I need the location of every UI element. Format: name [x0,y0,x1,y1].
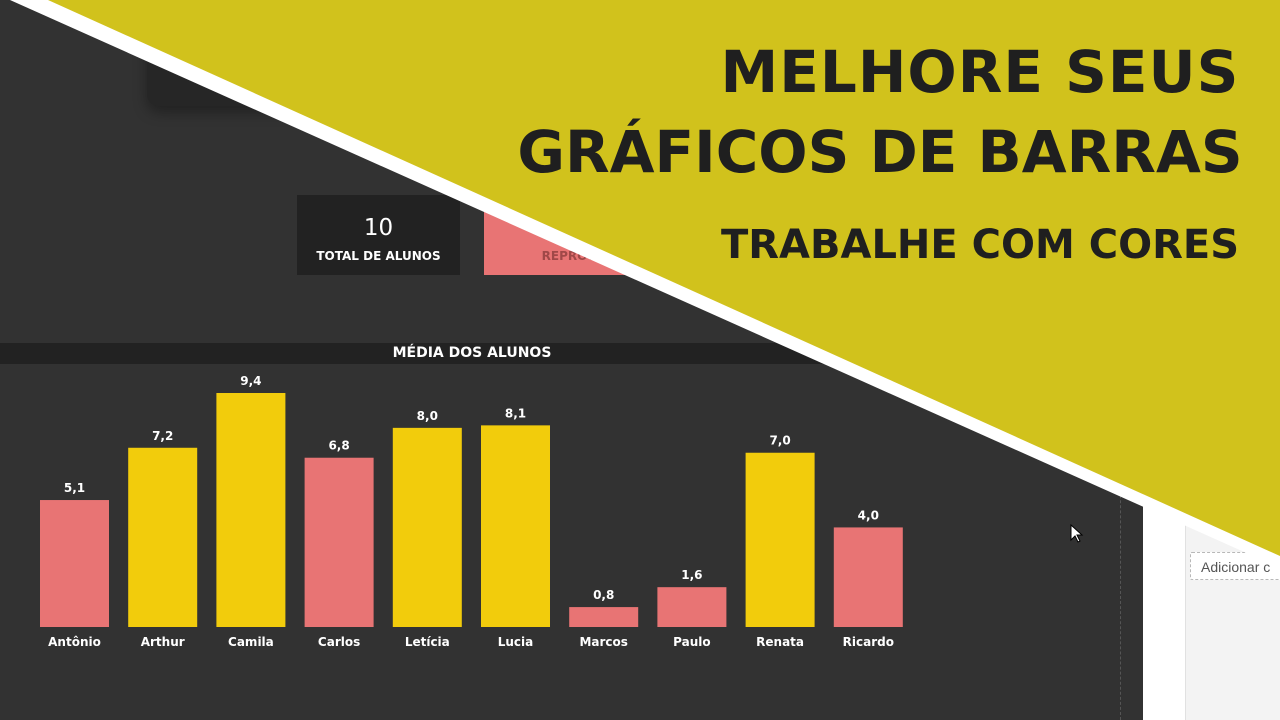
bar-9[interactable] [833,527,903,627]
kpi-total-card[interactable]: 10 TOTAL DE ALUNOS [297,195,460,275]
banner-yellow-area [48,0,1280,556]
bar-chart[interactable]: 5,1 Antônio 7,2 Arthur 9,4 Camila 6,8 Carlos 8,0… [0,364,944,720]
chart-title: MÉDIA DOS ALUNOS [392,345,552,361]
kpi-total-label: TOTAL DE ALUNOS [316,249,441,263]
kpi-total-value: 10 [363,215,394,241]
bar-value-label-9: 4,0 [858,508,879,522]
bar-2[interactable] [216,393,286,627]
bar-value-label-8: 7,0 [769,434,790,448]
headline-line-1: MELHORE SEUS [720,38,1240,106]
category-label-8: Renata [756,635,804,649]
category-label-7: Paulo [673,635,710,649]
bar-3[interactable] [304,457,374,627]
bar-1[interactable] [128,447,198,627]
canvas-edge [1120,470,1121,720]
bar-value-label-5: 8,1 [505,406,526,420]
mouse-cursor-icon [1070,524,1084,543]
category-label-9: Ricardo [843,635,894,649]
category-label-1: Arthur [141,635,185,649]
bar-value-label-4: 8,0 [417,409,438,423]
bar-value-label-6: 0,8 [593,588,614,602]
category-label-5: Lucia [498,635,534,649]
category-label-3: Carlos [318,635,360,649]
bar-4[interactable] [392,427,462,627]
bar-value-label-2: 9,4 [240,374,261,388]
bar-value-label-7: 1,6 [681,568,702,582]
bar-value-label-1: 7,2 [152,429,173,443]
headline-line-2: GRÁFICOS DE BARRAS [517,118,1243,186]
category-label-2: Camila [228,635,274,649]
category-label-4: Letícia [405,635,450,649]
headline-line-3: TRABALHE COM CORES [720,222,1240,268]
bar-5[interactable] [481,425,550,627]
category-label-6: Marcos [579,635,627,649]
bar-7[interactable] [657,587,727,627]
category-label-0: Antônio [48,635,101,649]
bar-0[interactable] [40,500,109,627]
bar-value-label-3: 6,8 [328,439,349,453]
bar-8[interactable] [745,452,815,627]
bar-6[interactable] [569,607,639,627]
bar-value-label-0: 5,1 [64,481,85,495]
